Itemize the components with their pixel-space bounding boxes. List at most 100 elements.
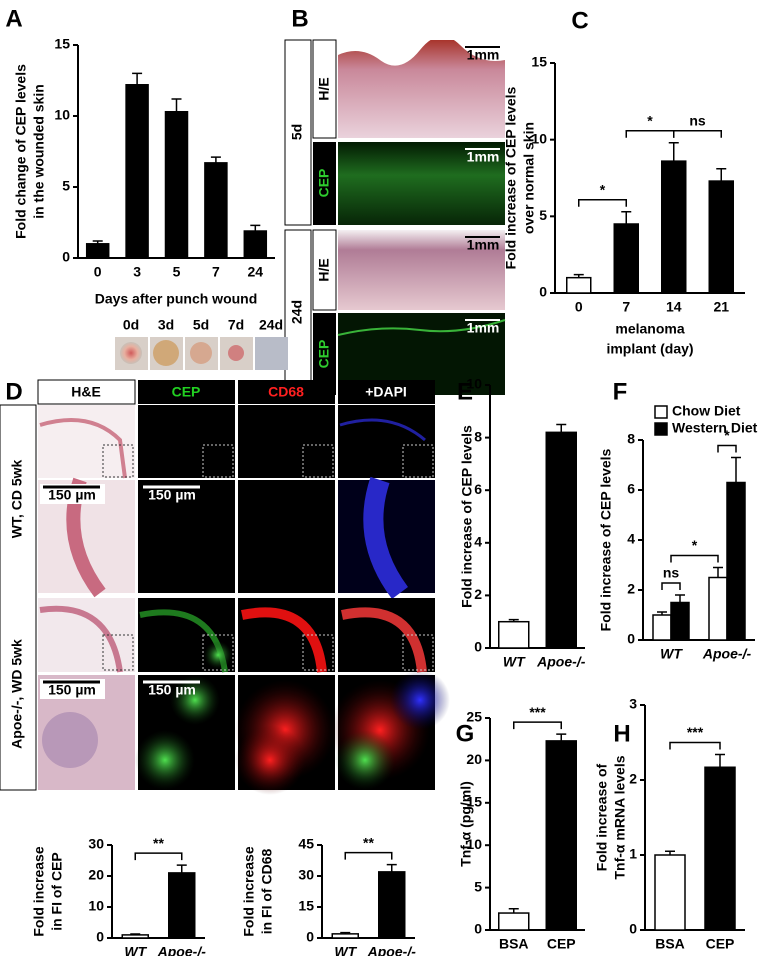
- y-axis-label: in FI of CEP: [49, 852, 65, 931]
- y-tick-label: 4: [474, 534, 482, 550]
- x-tick-label: 7: [212, 264, 220, 280]
- stain-label: H/E: [316, 77, 332, 100]
- bar: [708, 576, 728, 641]
- scale-label: 150 µm: [48, 682, 96, 698]
- x-tick-label: 21: [713, 299, 729, 315]
- error-bar: [665, 850, 675, 855]
- panel-letter: D: [5, 378, 22, 405]
- bar: [243, 230, 268, 259]
- annotation: ***: [529, 704, 546, 720]
- panel-letter: G: [456, 720, 475, 747]
- x-tick-label: BSA: [499, 936, 529, 952]
- bar: [708, 180, 734, 294]
- panel-letter: E: [457, 378, 473, 405]
- x-axis-label: melanoma: [615, 321, 684, 337]
- y-tick-label: 8: [474, 428, 482, 444]
- y-axis-label: Tnf-α mRNA levels: [612, 755, 628, 879]
- bar: [125, 84, 149, 259]
- photo-label: 5d: [193, 317, 209, 333]
- bar: [613, 223, 639, 294]
- y-tick-label: 6: [474, 481, 482, 497]
- bar: [545, 431, 577, 649]
- bar: [331, 933, 359, 939]
- scale-label: 150 µm: [148, 487, 196, 503]
- bar: [566, 276, 592, 294]
- bar: [545, 740, 577, 931]
- error-bar: [716, 168, 727, 182]
- x-tick-label: 24: [248, 264, 264, 280]
- panel-letter: C: [571, 7, 588, 34]
- y-tick-label: 3: [629, 696, 637, 712]
- y-tick-label: 5: [474, 878, 482, 894]
- y-axis-label: in FI of CD68: [259, 849, 275, 935]
- x-tick-label: 7: [622, 299, 630, 315]
- bracket: [513, 721, 562, 730]
- error-bar: [556, 733, 567, 741]
- annotation: *: [600, 181, 606, 197]
- x-tick-label: CEP: [706, 936, 735, 952]
- y-tick-label: 0: [629, 921, 637, 937]
- annotation: *: [647, 112, 653, 128]
- x-tick-label: WT: [334, 944, 357, 956]
- row-label: Apoe-/-, WD 5wk: [9, 639, 25, 749]
- x-axis-label: implant (day): [606, 341, 693, 357]
- x-tick-label: BSA: [655, 936, 685, 952]
- row-label: 24d: [289, 300, 305, 324]
- legend-swatch: [654, 405, 668, 419]
- error-bar: [508, 908, 519, 914]
- x-tick-label: Apoe-/-: [157, 944, 207, 956]
- panel-letter: A: [5, 5, 22, 32]
- bar: [164, 110, 189, 259]
- error-bar: [731, 456, 741, 483]
- x-tick-label: 3: [133, 264, 141, 280]
- bracket: [717, 444, 737, 453]
- y-tick-label: 0: [627, 631, 635, 647]
- scale-label: 150 µm: [48, 487, 96, 503]
- y-tick-label: 20: [466, 751, 482, 767]
- stain-label: H/E: [316, 258, 332, 281]
- bracket: [344, 851, 393, 860]
- y-tick-label: 10: [88, 898, 104, 914]
- error-bar: [132, 72, 143, 85]
- bracket: [625, 129, 675, 138]
- y-tick-label: 0: [474, 639, 482, 655]
- y-axis-label: Fold increase of CEP levels: [503, 86, 519, 269]
- error-bar: [210, 156, 221, 163]
- bar: [661, 160, 687, 294]
- column-header: +DAPI: [365, 384, 407, 400]
- stain-label: CEP: [316, 169, 332, 198]
- x-tick-label: WT: [124, 944, 147, 956]
- y-tick-label: 6: [627, 481, 635, 497]
- bar: [498, 620, 530, 649]
- error-bar: [657, 611, 667, 615]
- scale-label: 1mm: [467, 320, 500, 336]
- y-tick-label: 15: [54, 36, 70, 52]
- error-bar: [176, 864, 187, 873]
- error-bar: [250, 224, 261, 232]
- column-header: CD68: [268, 384, 304, 400]
- x-tick-label: Apoe-/-: [702, 646, 752, 662]
- y-axis-label: Fold increase: [241, 846, 257, 936]
- x-tick-label: WT: [660, 646, 683, 662]
- row-label: WT, CD 5wk: [9, 460, 25, 539]
- bar: [498, 912, 530, 931]
- y-tick-label: 0: [474, 921, 482, 937]
- annotation: *: [692, 537, 698, 553]
- annotation: *: [724, 427, 730, 443]
- x-axis-label: Days after punch wound: [95, 291, 258, 307]
- x-tick-label: Apoe-/-: [536, 654, 586, 670]
- y-axis-label: Fold increase: [31, 846, 47, 936]
- y-tick-label: 0: [539, 284, 547, 300]
- x-tick-label: 0: [575, 299, 583, 315]
- x-tick-label: 0: [94, 264, 102, 280]
- annotation: ns: [663, 565, 680, 581]
- legend-swatch: [654, 422, 668, 436]
- y-tick-label: 30: [88, 836, 104, 852]
- annotation: ***: [687, 724, 704, 740]
- bar: [704, 766, 736, 931]
- y-axis-label: over normal skin: [521, 122, 537, 234]
- bar: [652, 614, 672, 641]
- error-bar: [556, 423, 567, 433]
- y-tick-label: 2: [474, 586, 482, 602]
- y-axis-label: Fold increase of: [594, 763, 610, 871]
